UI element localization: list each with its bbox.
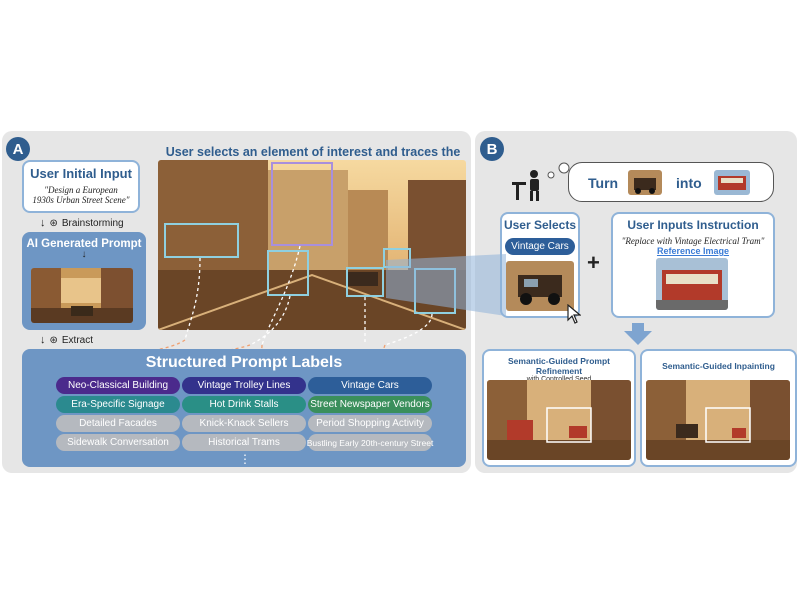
down-arrow-icon [624,323,652,345]
turn-target-tram-image [714,170,750,195]
user-at-desk-icon [512,170,539,201]
user-selects-title: User Selects [503,218,577,232]
brain-icon: ⊛ [49,334,58,346]
reference-image-label: Reference Image [656,246,730,256]
highlight-box-trolley [383,248,411,268]
structured-prompt-labels-title: Structured Prompt Labels [145,354,343,371]
panel-b-badge: B [480,137,504,161]
selected-car-image [506,261,574,311]
label-vintage-cars[interactable]: Vintage Cars [308,377,432,394]
down-arrow-icon: ↓ [40,334,46,346]
highlight-box-building [271,162,333,246]
refinement-result-image [487,380,631,460]
user-initial-input-quote-1: "Design a European [44,185,118,195]
panel-a-badge: A [6,137,30,161]
label-historical-trams[interactable]: Historical Trams [182,434,306,451]
highlight-box-stall [267,250,309,296]
prompt-refinement-title: Semantic-Guided Prompt Refinement [507,356,610,376]
label-sidewalk-conversation[interactable]: Sidewalk Conversation [56,434,180,451]
label-street-newspaper-vendors[interactable]: Street Newspaper Vendors [308,396,432,413]
ai-generated-prompt-title: AI Generated Prompt [26,238,142,250]
inpainting-result-image [646,380,790,460]
label-knick-knack-sellers[interactable]: Knick-Knack Sellers [182,415,306,432]
step-extract: ↓ ⊛ Extract [40,334,93,346]
into-word: into [676,175,702,191]
label-era-specific-signage[interactable]: Era-Specific Signage [56,396,180,413]
reference-tram-image [656,258,728,310]
instruction-quote: "Replace with Vintage Electrical Tram" [621,236,765,246]
highlight-box-vendor [414,268,456,314]
down-arrow-icon: ↓ [81,249,87,260]
turn-source-car-image [628,170,662,195]
step-brainstorming-label: Brainstorming [61,217,124,229]
user-initial-input-card: User Initial Input "Design a European 19… [22,160,140,213]
highlight-box-car [346,267,384,297]
down-arrow-icon: ↓ [40,217,46,229]
label-bustling-street[interactable]: Bustling Early 20th-century Street [307,434,433,451]
inpainting-title: Semantic-Guided Inpainting [662,361,775,371]
label-period-shopping-activity[interactable]: Period Shopping Activity [308,415,432,432]
cursor-pointer-icon [567,304,581,324]
user-initial-input-title: User Initial Input [30,166,132,181]
label-vintage-trolley-lines[interactable]: Vintage Trolley Lines [182,377,306,394]
selected-label-vintage-cars[interactable]: Vintage Cars [505,238,575,255]
instruction-title: User Inputs Instruction [627,218,759,232]
ai-generated-street-image [31,268,133,323]
brain-icon: ⊛ [49,217,58,229]
turn-word: Turn [588,175,619,191]
user-initial-input-quote-2: 1930s Urban Street Scene" [32,195,130,205]
highlight-box-signage [164,223,239,258]
prompt-refinement-subtitle: with Controlled Seed [526,376,592,383]
step-brainstorming: ↓ ⊛ Brainstorming [40,217,124,229]
label-detailed-facades[interactable]: Detailed Facades [56,415,180,432]
more-labels-icon: ⋮ [239,452,251,466]
plus-icon: + [587,250,600,275]
step-extract-label: Extract [61,334,94,346]
label-hot-drink-stalls[interactable]: Hot Drink Stalls [182,396,306,413]
label-neo-classical-building[interactable]: Neo-Classical Building [56,377,180,394]
